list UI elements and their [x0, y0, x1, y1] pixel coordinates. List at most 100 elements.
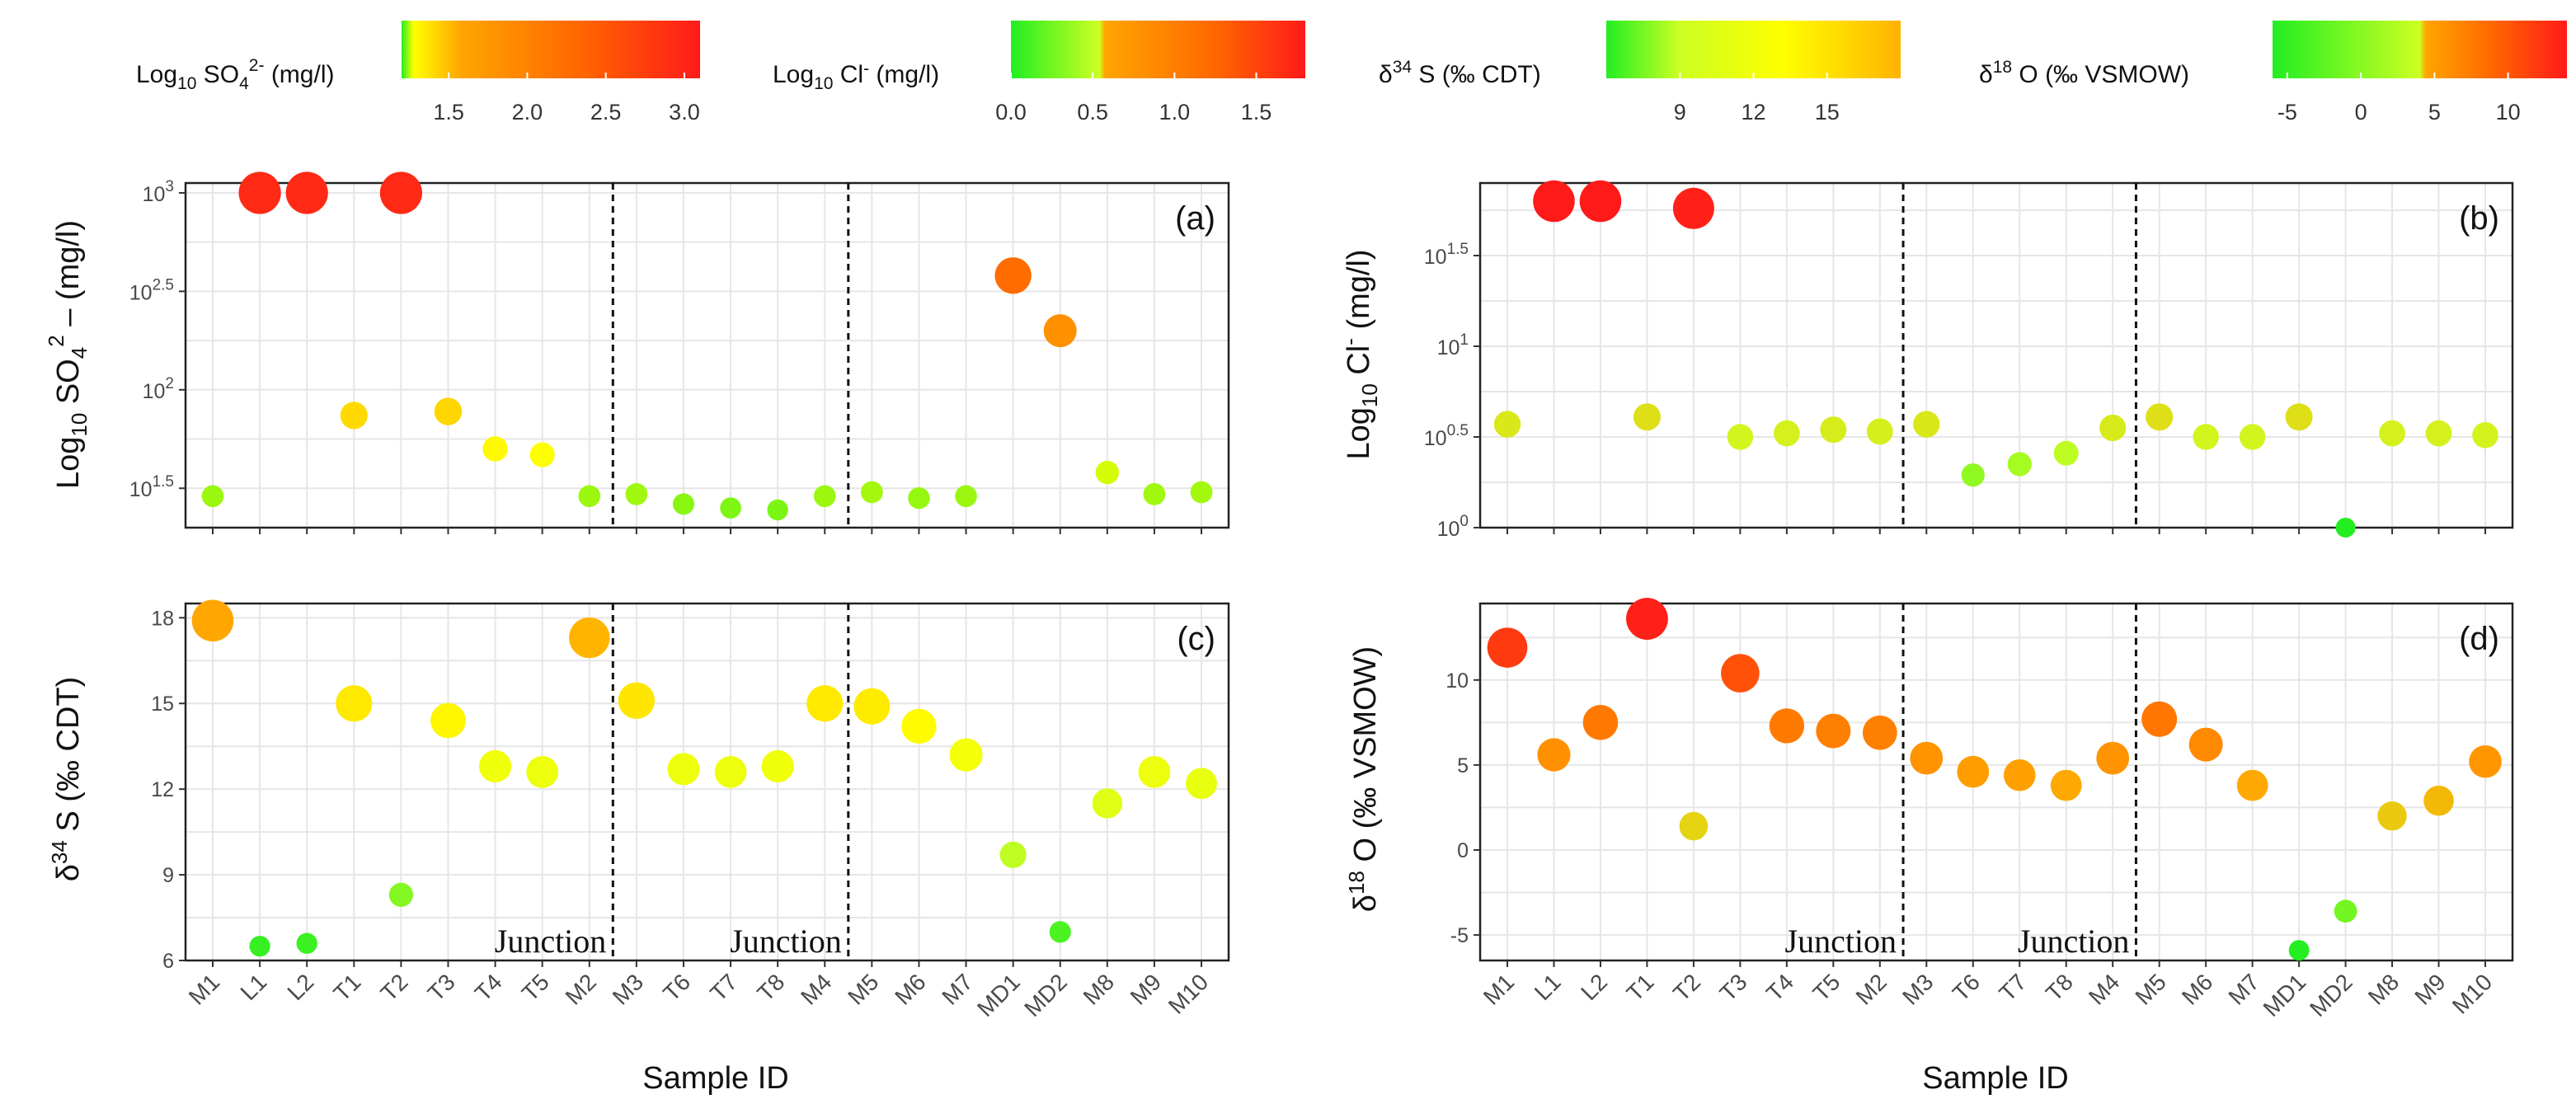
- colorbar-so4-title: Log10 SO42- (mg/l): [136, 56, 334, 93]
- ylabel-b: Log10 Cl- (mg/l): [1337, 249, 1382, 459]
- xtick-label-M2: M2: [561, 969, 601, 1009]
- point-c-T4: [478, 749, 512, 783]
- point-a-T4: [482, 436, 508, 462]
- point-d-T7: [2003, 758, 2036, 791]
- point-c-T3: [430, 702, 466, 739]
- point-c-M7: [949, 738, 983, 772]
- xtick-label-MD1: MD1: [972, 969, 1025, 1021]
- point-a-L2: [285, 171, 328, 214]
- point-a-T6: [672, 493, 694, 515]
- point-b-M6: [2193, 424, 2219, 450]
- panel-label-c: (c): [1177, 621, 1215, 657]
- colorbar-legend: Log10 SO42- (mg/l) 1.5 2.0 2.5 3.0 Log10 Cl…: [136, 21, 2567, 124]
- xtick-label-L2: L2: [282, 969, 318, 1005]
- xtick-label-T6: T6: [1948, 969, 1985, 1006]
- point-d-M4: [2096, 741, 2130, 775]
- point-d-M6: [2188, 727, 2223, 762]
- xtick-label-L2: L2: [1576, 969, 1612, 1005]
- point-a-T3: [434, 397, 463, 425]
- xtick-label-M1: M1: [1478, 969, 1519, 1009]
- point-d-T8: [2050, 769, 2082, 801]
- xtick-label-M10: M10: [2447, 969, 2497, 1018]
- point-b-T8: [2053, 440, 2079, 466]
- panel-a: 101.5 102 102.5 103 (a): [129, 171, 1230, 534]
- point-c-L1: [249, 936, 270, 957]
- xtick-label-M8: M8: [2363, 969, 2404, 1009]
- xlabel-right: Sample ID: [1922, 1061, 2068, 1096]
- xtick-label-M2: M2: [1851, 969, 1892, 1009]
- point-a-M8: [1095, 460, 1120, 485]
- xtick-label-M9: M9: [1126, 969, 1166, 1009]
- point-c-M8: [1092, 788, 1123, 819]
- point-b-T5: [1820, 416, 1847, 444]
- point-b-M3: [1913, 411, 1940, 438]
- grid-b: [1480, 183, 2513, 528]
- ytick-label-a: 102: [143, 375, 174, 403]
- point-a-M6: [908, 486, 930, 510]
- xtick-label-T5: T5: [1808, 969, 1845, 1006]
- point-a-M5: [860, 481, 883, 504]
- ytick-label-b: 101: [1437, 331, 1469, 359]
- ytick-label-a: 103: [143, 178, 174, 206]
- colorbar-so4: [402, 21, 700, 78]
- point-d-M1: [1487, 627, 1528, 668]
- xtick-label-M6: M6: [2177, 969, 2217, 1009]
- point-c-T2: [388, 882, 413, 907]
- point-d-MD2: [2334, 899, 2357, 923]
- cb-cl-tick-label: 0.5: [1077, 100, 1108, 124]
- ytick-label-c: 15: [151, 693, 174, 716]
- point-b-M1: [1493, 411, 1521, 438]
- xtick-label-M5: M5: [2130, 969, 2170, 1009]
- cb-so4-tick-label: 3.0: [669, 100, 700, 124]
- ytick-label-d: 0: [1457, 839, 1469, 862]
- point-b-M2: [1866, 418, 1893, 445]
- point-c-M2: [569, 617, 610, 659]
- point-b-T3: [1727, 424, 1754, 450]
- xtick-label-M1: M1: [184, 969, 224, 1009]
- point-d-M2: [1862, 715, 1897, 750]
- colorbar-cl-title: Log10 Cl- (mg/l): [773, 59, 939, 93]
- svg-text:δ18 O (‰ VSMOW): δ18 O (‰ VSMOW): [1344, 646, 1383, 912]
- point-b-T4: [1774, 420, 1800, 447]
- frame-c: [184, 602, 1230, 962]
- xtick-label-M10: M10: [1163, 969, 1213, 1018]
- point-c-T1: [336, 685, 373, 722]
- point-b-T1: [1633, 403, 1661, 431]
- xtick-label-M3: M3: [608, 969, 648, 1009]
- point-c-M5: [853, 688, 891, 725]
- point-d-MD1: [2288, 940, 2310, 961]
- point-b-M4: [2099, 414, 2127, 442]
- panel-label-a: (a): [1175, 200, 1215, 237]
- colorbar-o18: [2273, 21, 2567, 78]
- ytick-label-c: 9: [162, 864, 174, 887]
- xtick-label-MD2: MD2: [1019, 969, 1072, 1021]
- panel-label-d: (d): [2459, 621, 2499, 657]
- point-d-M8: [2377, 801, 2407, 831]
- junction-label: Junction: [1785, 923, 1897, 960]
- point-b-M5: [2146, 403, 2174, 431]
- ytick-label-b: 100.5: [1424, 422, 1469, 450]
- xtick-label-T1: T1: [1622, 969, 1659, 1006]
- point-a-M9: [1143, 482, 1166, 505]
- point-b-M10: [2472, 422, 2498, 448]
- point-a-MD2: [1043, 314, 1077, 348]
- point-d-T1: [1626, 598, 1668, 640]
- cb-so4-tick-label: 2.0: [512, 100, 543, 124]
- point-b-L1: [1533, 180, 1575, 223]
- point-d-T2: [1679, 811, 1709, 841]
- xlabel-left: Sample ID: [642, 1061, 788, 1096]
- point-c-T6: [667, 753, 700, 786]
- ytick-label-a: 102.5: [129, 276, 174, 304]
- ytick-label-a: 101.5: [129, 473, 174, 501]
- point-b-M9: [2425, 420, 2452, 447]
- point-c-M6: [901, 708, 937, 744]
- junction-label: Junction: [730, 923, 842, 960]
- colorbar-o18-title: δ18 O (‰ VSMOW): [1979, 58, 2189, 88]
- ytick-label-d: -5: [1450, 924, 1469, 947]
- point-a-M3: [625, 482, 648, 505]
- point-b-MD1: [2285, 403, 2313, 431]
- point-c-MD2: [1049, 921, 1071, 943]
- point-d-M10: [2469, 744, 2502, 778]
- cb-s34-tick-label: 9: [1674, 100, 1686, 124]
